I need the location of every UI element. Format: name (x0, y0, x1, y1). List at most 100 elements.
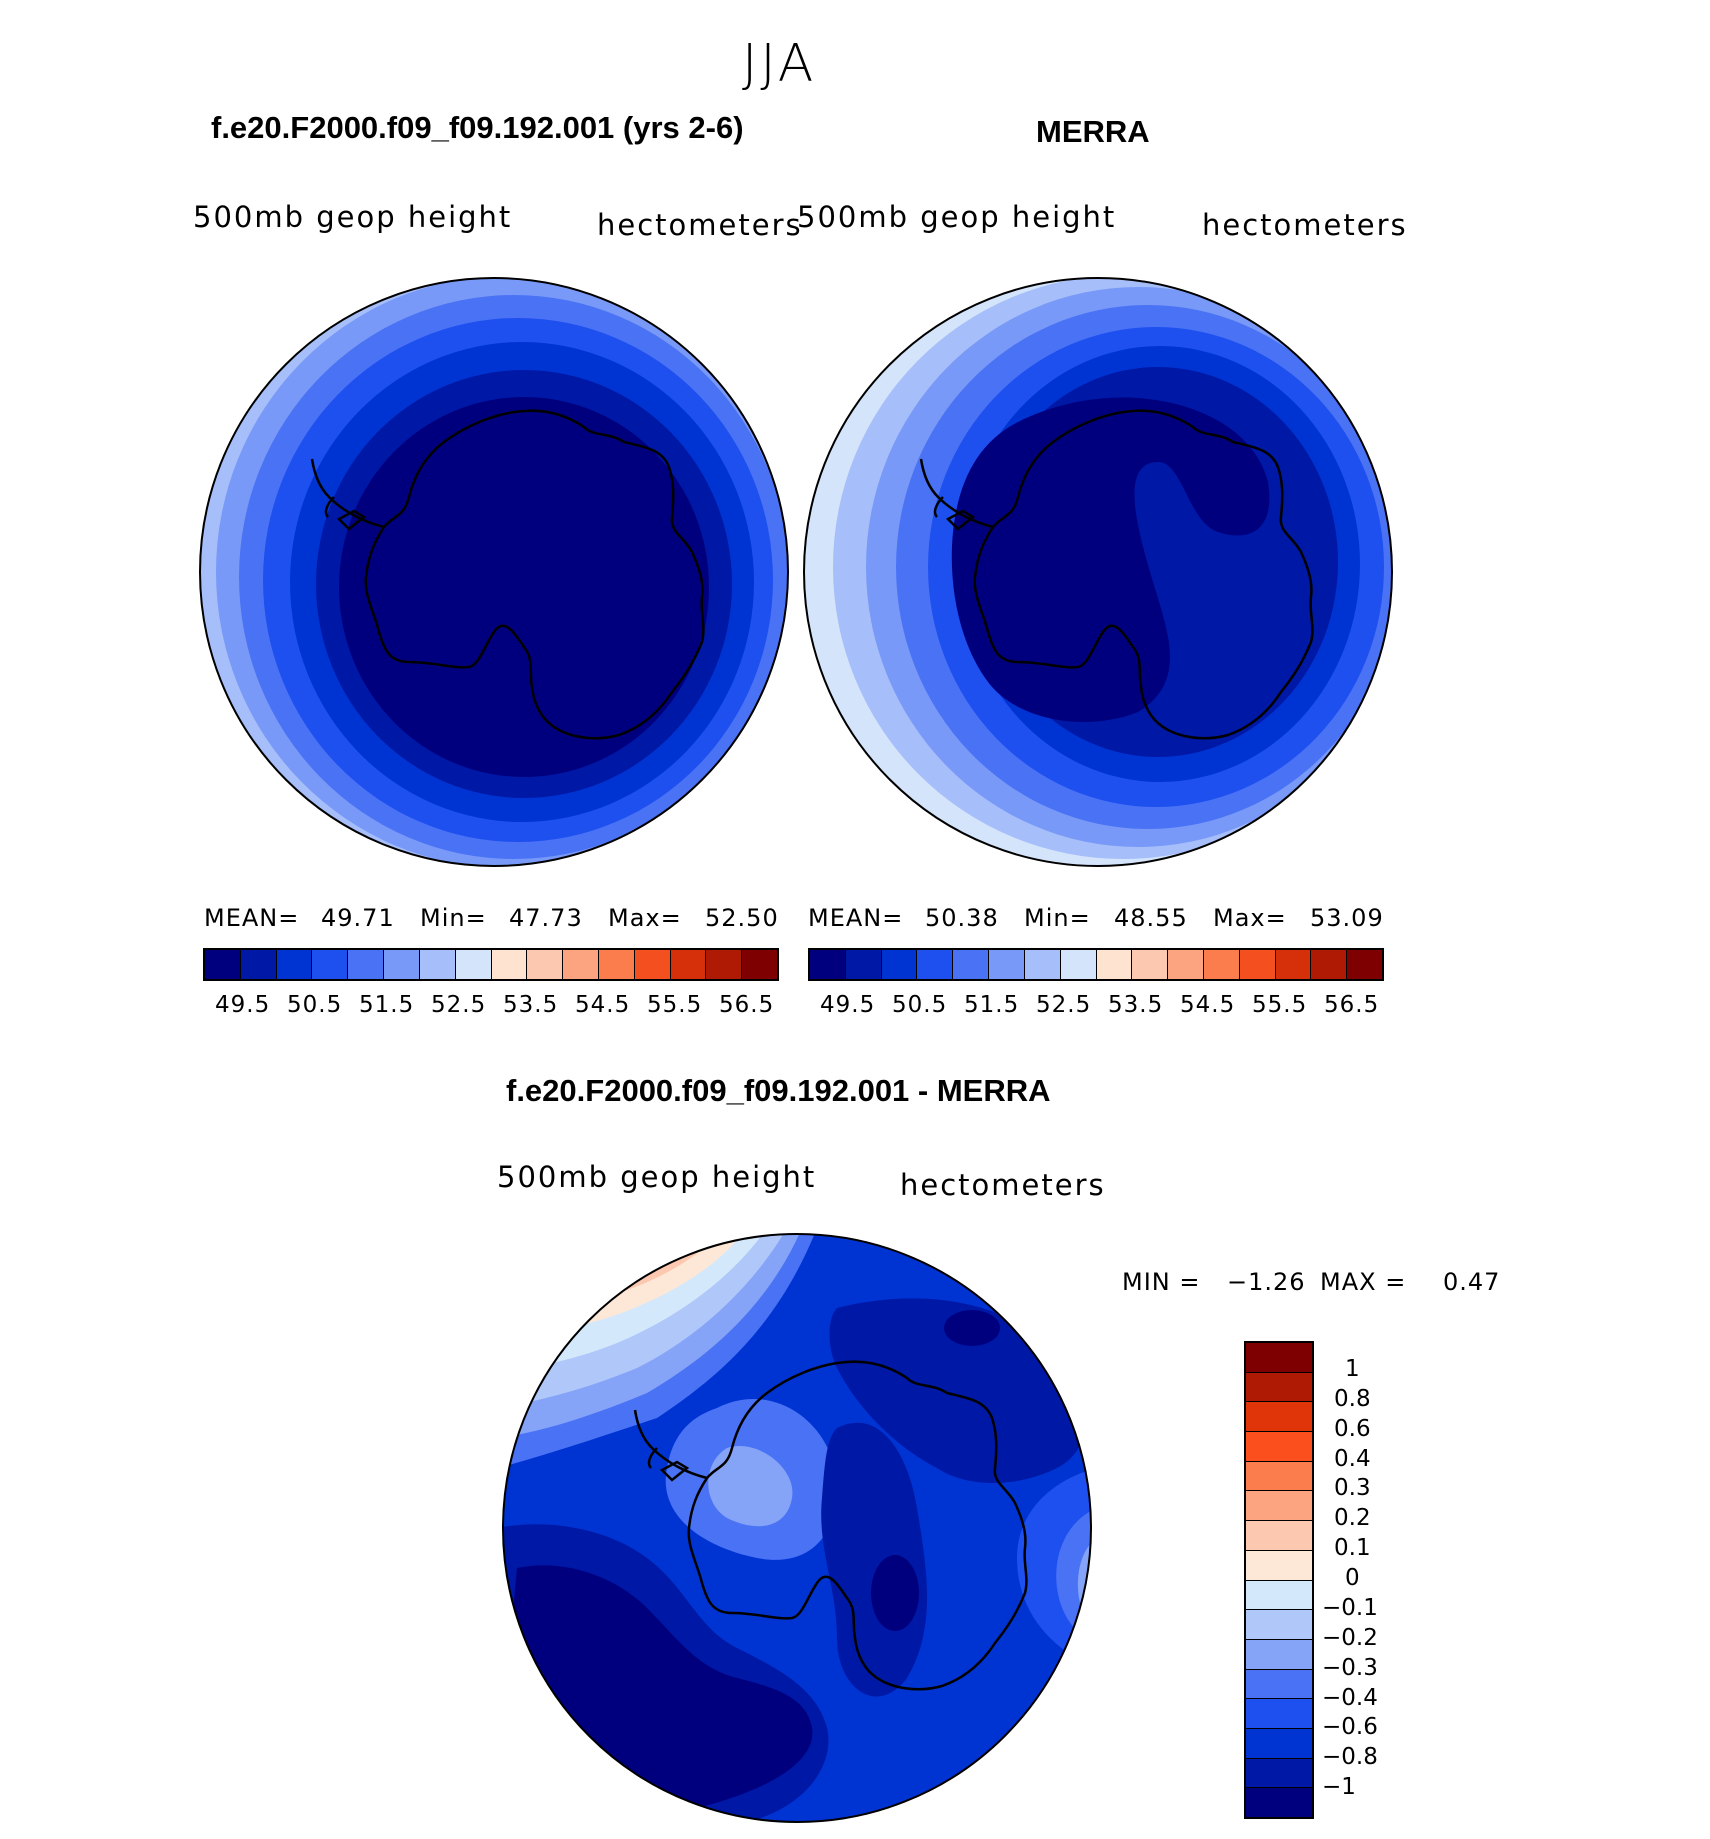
obs-panel-title: MERRA (1036, 114, 1150, 149)
colorbar-swatch (1246, 1461, 1312, 1492)
colorbar-swatch (1246, 1432, 1312, 1462)
colorbar-swatch (670, 950, 707, 979)
colorbar-level-label: 0 (1345, 1565, 1360, 1591)
colorbar-swatch (348, 950, 385, 979)
colorbar-swatch (1239, 950, 1276, 979)
diff-variable-label: 500mb geop height (497, 1160, 817, 1194)
colorbar-swatch (1246, 1669, 1312, 1700)
colorbar-swatch (384, 950, 420, 979)
colorbar-level-label: −0.8 (1322, 1744, 1378, 1771)
colorbar-swatch (527, 950, 564, 979)
colorbar-swatch (1246, 1639, 1312, 1670)
colorbar-swatch (1246, 1610, 1312, 1640)
colorbar-level-label: 0.8 (1334, 1385, 1371, 1412)
colorbar-swatch (1246, 1758, 1312, 1789)
obs-variable-label: 500mb geop height (797, 200, 1117, 234)
model-mean-label: MEAN= (204, 904, 300, 932)
diff-max-value: 0.47 (1443, 1268, 1501, 1296)
colorbar-tick-label: 53.5 (503, 992, 559, 1018)
colorbar-tick-label: 55.5 (1252, 992, 1308, 1018)
colorbar-tick-label: 55.5 (647, 992, 703, 1018)
model-colorbar (203, 948, 779, 981)
colorbar-swatch (563, 950, 599, 979)
colorbar-level-label: −0.1 (1322, 1594, 1378, 1621)
diff-min-label: MIN = (1122, 1268, 1201, 1296)
diff-panel-title: f.e20.F2000.f09_f09.192.001 - MERRA (506, 1073, 1051, 1108)
model-max-value: 52.50 (705, 904, 779, 932)
colorbar-tick-label: 49.5 (820, 992, 876, 1018)
colorbar-level-label: 0.3 (1334, 1475, 1371, 1502)
colorbar-level-label: 1 (1345, 1355, 1360, 1382)
colorbar-tick-label: 51.5 (359, 992, 415, 1018)
colorbar-swatch (205, 950, 241, 979)
colorbar-swatch (810, 950, 846, 979)
colorbar-swatch (1246, 1402, 1312, 1433)
colorbar-swatch (1246, 1788, 1312, 1817)
colorbar-swatch (1203, 950, 1240, 979)
colorbar-level-label: −1 (1322, 1774, 1356, 1801)
obs-mean-label: MEAN= (808, 904, 904, 932)
colorbar-swatch (1096, 950, 1133, 979)
colorbar-level-label: −0.4 (1322, 1684, 1378, 1711)
model-min-label: Min= (420, 904, 487, 932)
colorbar-tick-label: 53.5 (1108, 992, 1164, 1018)
obs-polar-map (803, 277, 1393, 867)
colorbar-tick-label: 50.5 (287, 992, 343, 1018)
colorbar-swatch (989, 950, 1025, 979)
colorbar-tick-label: 52.5 (431, 992, 487, 1018)
colorbar-swatch (1246, 1491, 1312, 1522)
colorbar-swatch (1060, 950, 1097, 979)
colorbar-level-label: −0.2 (1322, 1624, 1378, 1651)
colorbar-swatch (881, 950, 918, 979)
colorbar-swatch (598, 950, 635, 979)
colorbar-swatch (491, 950, 528, 979)
colorbar-swatch (276, 950, 313, 979)
diff-colorbar (1244, 1341, 1314, 1819)
colorbar-level-label: 0.1 (1334, 1535, 1371, 1562)
obs-units-label: hectometers (1202, 208, 1408, 242)
model-mean-value: 49.71 (321, 904, 395, 932)
diff-units-label: hectometers (900, 1168, 1106, 1202)
diff-min-value: −1.26 (1227, 1268, 1306, 1296)
model-panel-title: f.e20.F2000.f09_f09.192.001 (yrs 2-6) (211, 110, 744, 145)
colorbar-swatch (1168, 950, 1204, 979)
colorbar-swatch (953, 950, 990, 979)
obs-min-value: 48.55 (1114, 904, 1188, 932)
season-title: JJA (742, 34, 817, 94)
colorbar-swatch (1246, 1521, 1312, 1551)
colorbar-level-label: −0.3 (1322, 1654, 1378, 1681)
colorbar-level-label: 0.4 (1334, 1445, 1371, 1472)
colorbar-swatch (1246, 1699, 1312, 1729)
obs-max-label: Max= (1213, 904, 1287, 932)
colorbar-swatch (1246, 1728, 1312, 1759)
colorbar-tick-label: 50.5 (892, 992, 948, 1018)
colorbar-tick-label: 49.5 (215, 992, 271, 1018)
colorbar-tick-label: 54.5 (1180, 992, 1236, 1018)
colorbar-swatch (1024, 950, 1061, 979)
colorbar-swatch (1347, 950, 1382, 979)
colorbar-level-label: 0.2 (1334, 1505, 1371, 1532)
colorbar-swatch (312, 950, 349, 979)
colorbar-swatch (706, 950, 743, 979)
colorbar-tick-label: 54.5 (575, 992, 631, 1018)
colorbar-swatch (1246, 1372, 1312, 1403)
colorbar-tick-label: 52.5 (1036, 992, 1092, 1018)
colorbar-tick-label: 56.5 (719, 992, 775, 1018)
colorbar-level-label: 0.6 (1334, 1415, 1371, 1442)
colorbar-swatch (1246, 1343, 1312, 1373)
colorbar-swatch (742, 950, 777, 979)
colorbar-swatch (1311, 950, 1348, 979)
colorbar-swatch (1246, 1550, 1312, 1581)
model-variable-label: 500mb geop height (193, 200, 513, 234)
model-polar-map (199, 277, 789, 867)
colorbar-level-label: −0.6 (1322, 1714, 1378, 1741)
colorbar-swatch (845, 950, 882, 979)
colorbar-swatch (240, 950, 277, 979)
colorbar-swatch (1132, 950, 1169, 979)
colorbar-tick-label: 51.5 (964, 992, 1020, 1018)
obs-colorbar (808, 948, 1384, 981)
model-max-label: Max= (608, 904, 682, 932)
obs-max-value: 53.09 (1310, 904, 1384, 932)
obs-mean-value: 50.38 (925, 904, 999, 932)
colorbar-swatch (419, 950, 456, 979)
